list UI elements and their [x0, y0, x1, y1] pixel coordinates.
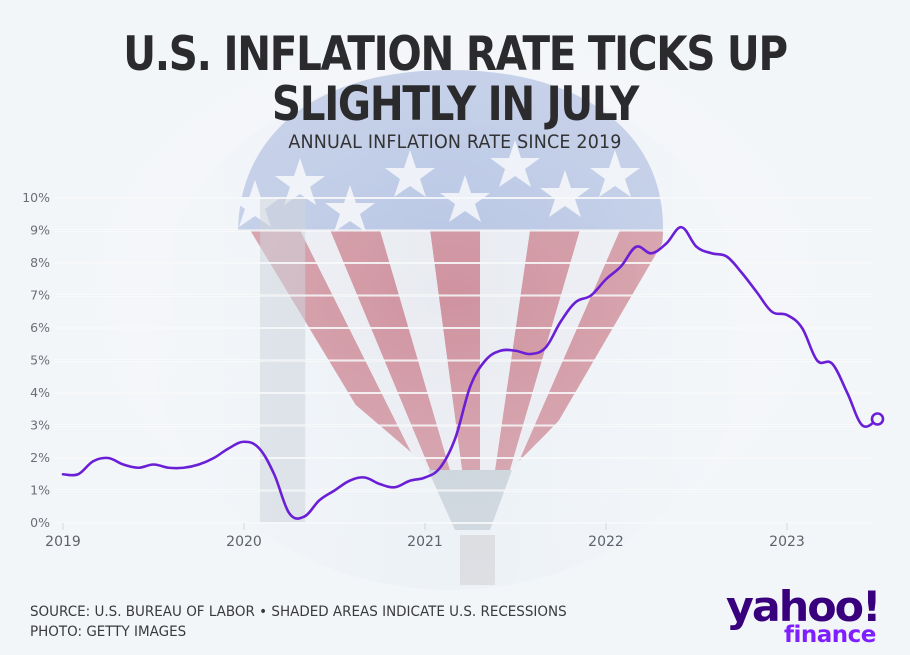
y-tick-label: 0% — [30, 515, 50, 530]
x-tick-label: 2023 — [769, 534, 805, 550]
x-tick-label: 2022 — [588, 534, 624, 550]
y-tick-label: 6% — [30, 320, 50, 335]
series — [61, 225, 885, 520]
y-tick-label: 5% — [30, 353, 50, 368]
y-tick-label: 8% — [30, 255, 50, 270]
y-tick-label: 2% — [30, 450, 50, 465]
chart-title-line-1: U.S. INFLATION RATE TICKS UP — [123, 27, 788, 82]
latest-value-marker — [870, 412, 885, 426]
source-note: SOURCE: U.S. BUREAU OF LABOR • SHADED AR… — [30, 604, 567, 620]
chart-subtitle: ANNUAL INFLATION RATE SINCE 2019 — [288, 131, 622, 153]
chart-title-line-2: SLIGHTLY IN JULY — [271, 77, 639, 132]
x-tick-label: 2019 — [45, 534, 81, 550]
y-tick-label: 4% — [30, 385, 50, 400]
x-tick-label: 2021 — [407, 534, 443, 550]
logo-brand-text: yahoo! — [726, 582, 882, 631]
chart-title: U.S. INFLATION RATE TICKS UP SLIGHTLY IN… — [64, 30, 847, 130]
inflation-rate-line — [61, 225, 879, 520]
gridlines — [55, 197, 872, 524]
x-axis-ticks: 2019 2020 2021 2022 2023 — [45, 523, 805, 550]
y-tick-label: 7% — [30, 288, 50, 303]
logo-product-text: finance — [784, 622, 876, 648]
y-tick-label: 9% — [30, 223, 50, 238]
yahoo-finance-logo: yahoo! finance — [722, 582, 892, 653]
y-tick-label: 10% — [22, 190, 50, 205]
footer-credits: SOURCE: U.S. BUREAU OF LABOR • SHADED AR… — [30, 602, 567, 642]
y-tick-label: 1% — [30, 483, 50, 498]
y-axis-ticks: 0% 1% 2% 3% 4% 5% 6% 7% 8% 9% 10% — [22, 190, 50, 530]
y-tick-label: 3% — [30, 418, 50, 433]
x-tick-label: 2020 — [226, 534, 262, 550]
photo-credit: PHOTO: GETTY IMAGES — [30, 624, 187, 640]
